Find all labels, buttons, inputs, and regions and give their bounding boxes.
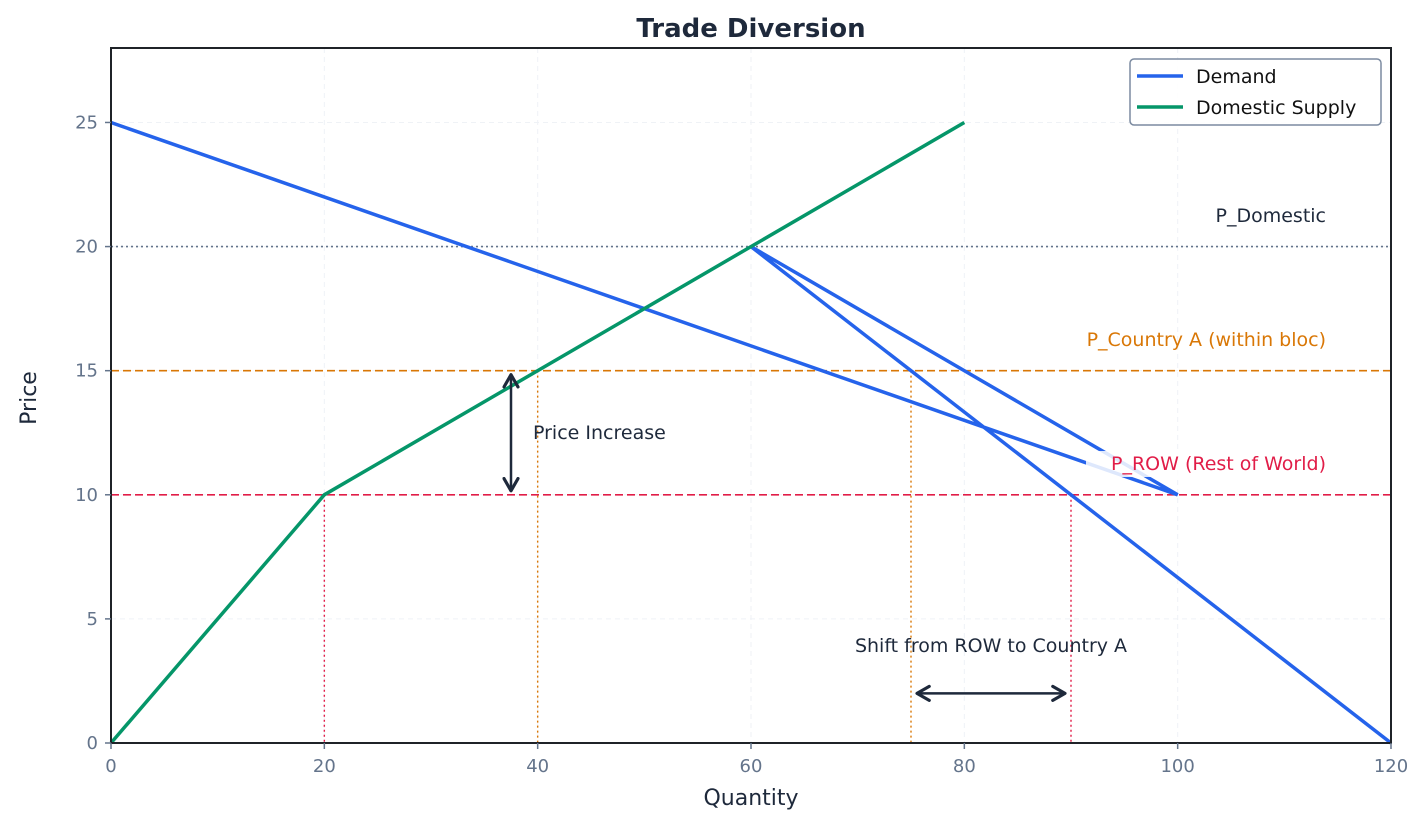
x-tick-label: 80 bbox=[953, 756, 976, 777]
chart-title: Trade Diversion bbox=[636, 14, 865, 44]
legend-supply-label: Domestic Supply bbox=[1196, 97, 1356, 119]
x-axis-ticks: 0 20 40 60 80 100 120 bbox=[105, 743, 1408, 777]
y-tick-label: 0 bbox=[87, 733, 98, 754]
x-tick-label: 20 bbox=[313, 756, 336, 777]
p-domestic-label: P_Domestic bbox=[1216, 205, 1326, 227]
y-tick-label: 10 bbox=[75, 485, 98, 506]
y-tick-label: 20 bbox=[75, 237, 98, 258]
x-tick-label: 120 bbox=[1374, 756, 1408, 777]
gridlines bbox=[110, 48, 1392, 744]
x-tick-label: 0 bbox=[105, 756, 116, 777]
p-country-a-label: P_Country A (within bloc) bbox=[1087, 329, 1326, 351]
y-axis-ticks: 0 5 10 15 20 25 bbox=[75, 112, 111, 754]
legend-demand-label: Demand bbox=[1196, 66, 1277, 88]
p-row-label: P_ROW (Rest of World) bbox=[1111, 453, 1326, 475]
y-tick-label: 5 bbox=[87, 609, 98, 630]
price-increase-label: Price Increase bbox=[533, 422, 666, 444]
x-axis-label: Quantity bbox=[703, 786, 798, 811]
y-tick-label: 15 bbox=[75, 361, 98, 382]
domestic-supply-curve bbox=[109, 120, 966, 745]
legend-box bbox=[1129, 58, 1382, 126]
x-tick-label: 100 bbox=[1160, 756, 1194, 777]
shift-label: Shift from ROW to Country A bbox=[855, 635, 1127, 657]
y-axis-label: Price bbox=[17, 371, 42, 425]
legend: Demand Domestic Supply bbox=[1129, 58, 1382, 126]
x-tick-label: 40 bbox=[526, 756, 549, 777]
p-row-label-background bbox=[1086, 451, 1328, 477]
x-tick-label: 60 bbox=[740, 756, 763, 777]
annotation-arrows bbox=[502, 373, 1067, 702]
plot-frame bbox=[110, 47, 1392, 744]
y-tick-label: 25 bbox=[75, 112, 98, 133]
series-lines bbox=[109, 120, 1393, 745]
demand-curve bbox=[110, 120, 1393, 745]
